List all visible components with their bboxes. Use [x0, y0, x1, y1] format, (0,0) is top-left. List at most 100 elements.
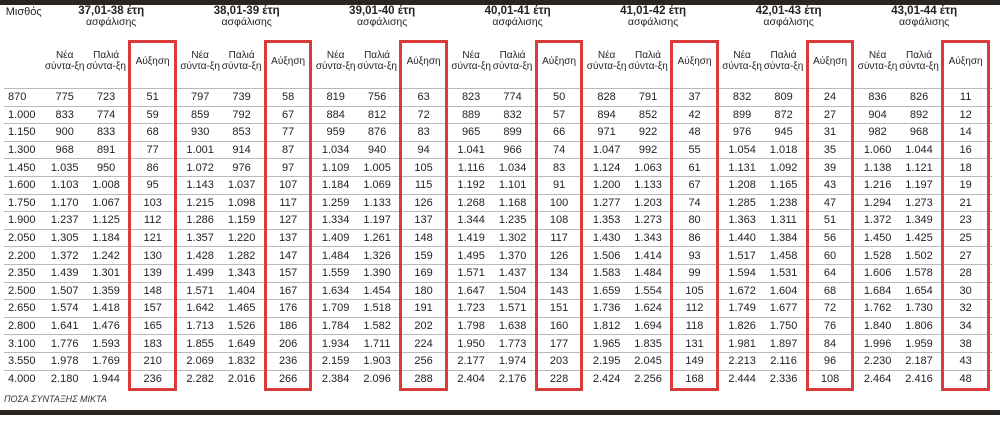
increase-cell: 108 — [532, 211, 586, 230]
old-pension-cell: 2.416 — [898, 369, 940, 388]
old-pension-cell: 1.835 — [627, 334, 669, 353]
new-pension-cell: 968 — [43, 140, 86, 159]
old-pension-header: Παλιά σύντα-ξη — [357, 50, 397, 72]
age-group-header: 40,01-41 έτη ασφάλισης — [450, 5, 585, 34]
old-pension-cell: 2.176 — [492, 369, 533, 388]
increase-cell: 91 — [532, 175, 586, 195]
old-pension-cell: 1.235 — [492, 211, 533, 230]
old-pension-cell: 1.242 — [85, 246, 127, 265]
increase-cell: 93 — [668, 246, 721, 265]
new-pension-cell: 1.428 — [178, 246, 222, 265]
old-pension-cell: 914 — [221, 140, 262, 159]
new-pension-cell: 2.159 — [314, 351, 357, 370]
old-pension-cell: 1.168 — [492, 193, 533, 212]
age-group-header: 39,01-40 έτη ασφάλισης — [314, 5, 449, 34]
increase-cell: 47 — [803, 193, 857, 212]
old-pension-cell: 1.273 — [627, 211, 669, 230]
age-group-header: 38,01-39 έτη ασφάλισης — [179, 5, 314, 34]
increase-cell: 159 — [397, 246, 450, 265]
old-pension-cell: 1.677 — [763, 299, 804, 318]
increase-cell: 99 — [668, 263, 721, 283]
old-pension-cell: 1.220 — [221, 228, 262, 247]
increase-cell: 50 — [532, 88, 586, 107]
new-pension-cell: 1.583 — [585, 263, 628, 283]
old-pension-cell: 2.045 — [627, 351, 669, 370]
old-pension-cell: 891 — [85, 140, 127, 159]
bottom-rule — [0, 410, 1000, 415]
new-pension-cell: 1.357 — [178, 228, 222, 247]
new-pension-cell: 2.230 — [856, 351, 899, 370]
new-pension-cell: 982 — [856, 123, 899, 142]
increase-header: Αύξηση — [542, 55, 577, 67]
old-pension-cell: 774 — [492, 88, 533, 107]
old-pension-cell: 1.773 — [492, 334, 533, 353]
increase-cell: 236 — [126, 369, 179, 388]
new-pension-cell: 823 — [449, 88, 493, 107]
age-group-subtitle: ασφάλισης — [492, 16, 543, 28]
old-pension-cell: 1.101 — [492, 175, 533, 195]
increase-cell: 112 — [126, 211, 179, 230]
old-pension-cell: 899 — [492, 123, 533, 142]
increase-cell: 38 — [939, 334, 992, 353]
new-pension-cell: 1.840 — [856, 316, 899, 335]
table-row: 4.000 2.180 1.944 236 2.282 2.016 266 2.384 2.09… — [4, 369, 992, 388]
increase-cell: 43 — [939, 351, 992, 370]
new-pension-cell: 1.672 — [720, 281, 764, 300]
new-pension-cell: 1.855 — [178, 334, 222, 353]
old-pension-cell: 1.184 — [85, 228, 127, 247]
salary-cell: 4.000 — [4, 369, 44, 388]
increase-cell: 97 — [261, 158, 315, 177]
increase-cell: 60 — [803, 246, 857, 265]
new-pension-cell: 859 — [178, 105, 222, 124]
table-row: 2.800 1.641 1.476 165 1.713 1.526 186 1.784 1.58… — [4, 316, 992, 335]
old-pension-cell: 876 — [356, 123, 398, 142]
old-pension-cell: 1.359 — [85, 281, 127, 300]
new-pension-cell: 1.713 — [178, 316, 222, 335]
new-pension-cell: 899 — [720, 105, 764, 124]
increase-cell: 84 — [803, 334, 857, 353]
old-pension-cell: 1.165 — [763, 175, 804, 195]
new-pension-cell: 2.177 — [449, 351, 493, 370]
increase-cell: 23 — [939, 211, 992, 230]
age-group-subtitle: ασφάλισης — [763, 16, 814, 28]
old-pension-cell: 976 — [221, 158, 262, 177]
old-pension-cell: 1.476 — [85, 316, 127, 335]
old-pension-cell: 2.187 — [898, 351, 940, 370]
old-pension-cell: 1.504 — [492, 281, 533, 300]
new-pension-cell: 904 — [856, 105, 899, 124]
increase-cell: 57 — [532, 105, 586, 124]
old-pension-header: Παλιά σύντα-ξη — [628, 50, 668, 72]
new-pension-cell: 1.736 — [585, 299, 628, 318]
increase-cell: 118 — [668, 316, 721, 335]
age-group-title: 42,01-43 έτη — [755, 5, 822, 17]
increase-cell: 100 — [532, 193, 586, 212]
old-pension-cell: 1.261 — [356, 228, 398, 247]
old-pension-cell: 2.096 — [356, 369, 398, 388]
new-pension-cell: 1.684 — [856, 281, 899, 300]
old-pension-cell: 1.502 — [898, 246, 940, 265]
old-pension-cell: 1.343 — [627, 228, 669, 247]
old-pension-cell: 1.302 — [492, 228, 533, 247]
increase-cell: 202 — [397, 316, 450, 335]
increase-cell: 130 — [126, 246, 179, 265]
increase-cell: 68 — [126, 123, 179, 142]
old-pension-cell: 1.484 — [627, 263, 669, 283]
increase-cell: 210 — [126, 351, 179, 370]
old-pension-cell: 1.238 — [763, 193, 804, 212]
new-pension-cell: 1.450 — [856, 228, 899, 247]
increase-cell: 168 — [668, 369, 721, 388]
old-pension-cell: 1.694 — [627, 316, 669, 335]
new-pension-cell: 1.762 — [856, 299, 899, 318]
increase-cell: 176 — [261, 299, 315, 318]
increase-cell: 56 — [803, 228, 857, 247]
old-pension-header: Παλιά σύντα-ξη — [221, 50, 262, 72]
increase-cell: 167 — [261, 281, 315, 300]
old-pension-cell: 1.343 — [221, 263, 262, 283]
increase-cell: 66 — [532, 123, 586, 142]
salary-cell: 1.450 — [4, 158, 44, 177]
increase-cell: 63 — [397, 88, 450, 107]
salary-cell: 3.100 — [4, 334, 44, 353]
increase-cell: 24 — [803, 88, 857, 107]
new-pension-cell: 1.363 — [720, 211, 764, 230]
increase-cell: 169 — [397, 263, 450, 283]
